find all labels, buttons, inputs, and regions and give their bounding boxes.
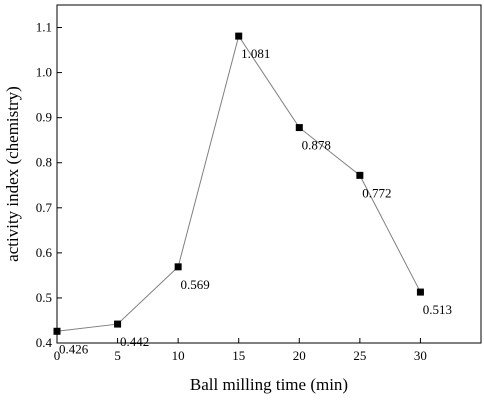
data-point-1 (114, 320, 122, 328)
y-tick-label-1: 0.5 (36, 290, 52, 305)
data-point-5 (356, 171, 364, 179)
data-label-1: 0.442 (120, 334, 149, 349)
x-tick-label-6: 30 (414, 348, 427, 363)
x-tick-label-4: 20 (293, 348, 306, 363)
series-markers (53, 32, 424, 335)
y-tick-label-0: 0.4 (36, 335, 53, 350)
y-tick-label-6: 1.0 (36, 65, 52, 80)
data-point-6 (416, 288, 424, 296)
data-labels: 0.426 0.442 0.569 1.081 0.878 0.772 0.513 (59, 46, 452, 356)
y-axis-title: activity index (chemistry) (3, 86, 22, 262)
data-point-2 (174, 263, 182, 271)
data-label-0: 0.426 (59, 341, 89, 356)
x-tick-label-3: 15 (232, 348, 245, 363)
series-line (56, 34, 421, 332)
y-tick-label-2: 0.6 (36, 245, 53, 260)
x-tick-label-1: 5 (114, 348, 121, 363)
x-tick-label-2: 10 (172, 348, 185, 363)
data-point-4 (295, 124, 303, 132)
x-axis-title: Ball milling time (min) (190, 375, 348, 394)
data-point-3 (235, 32, 243, 40)
data-label-2: 0.569 (181, 277, 210, 292)
x-tick-label-0: 0 (54, 348, 61, 363)
data-label-5: 0.772 (362, 185, 391, 200)
data-label-6: 0.513 (423, 302, 452, 317)
plot-frame (56, 4, 482, 344)
x-tick-label-5: 25 (353, 348, 366, 363)
data-label-4: 0.878 (302, 138, 331, 153)
y-tick-label-5: 0.9 (36, 110, 52, 125)
x-axis-ticks: 0 5 10 15 20 25 30 (54, 338, 427, 363)
y-axis-ticks: 0.4 0.5 0.6 0.7 0.8 0.9 1.0 1.1 (36, 20, 62, 350)
data-label-3: 1.081 (241, 46, 270, 61)
y-tick-label-3: 0.7 (36, 200, 53, 215)
y-tick-label-7: 1.1 (36, 20, 52, 35)
y-tick-label-4: 0.8 (36, 155, 52, 170)
data-point-0 (53, 327, 61, 335)
